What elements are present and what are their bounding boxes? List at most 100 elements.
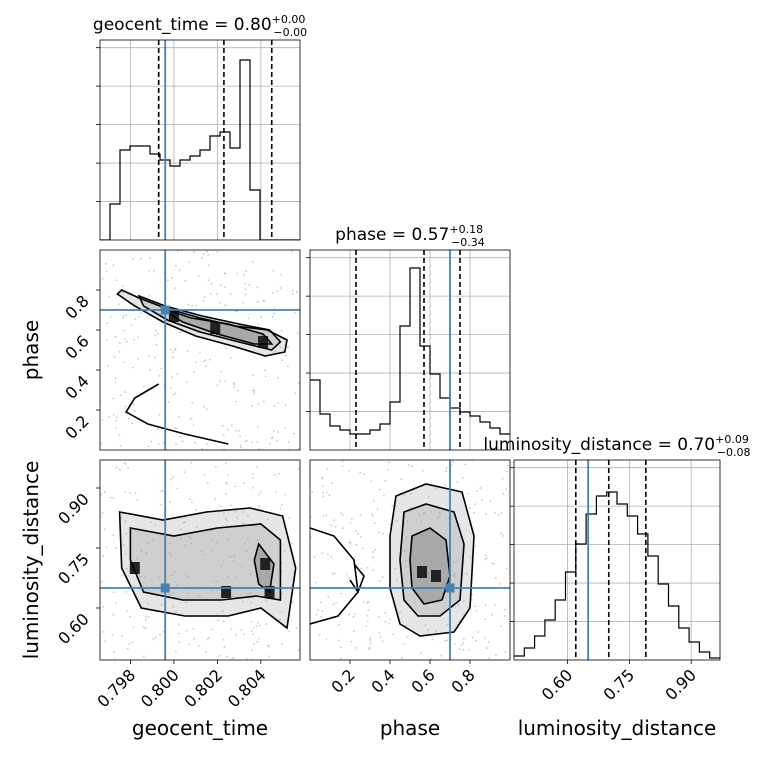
- sample-point: [366, 614, 368, 617]
- sample-point: [494, 577, 497, 579]
- sample-point: [125, 591, 128, 593]
- sample-point: [436, 516, 439, 519]
- y-tick-label: 0.6: [61, 331, 92, 362]
- sample-point: [410, 506, 413, 509]
- sample-point: [421, 470, 424, 472]
- axes-frame: [309, 249, 511, 451]
- sample-point: [280, 273, 283, 276]
- sample-point: [280, 570, 283, 573]
- sample-point: [219, 284, 222, 287]
- sample-point: [239, 444, 242, 447]
- sample-point: [470, 599, 473, 601]
- sample-point: [242, 482, 245, 484]
- sample-point: [359, 514, 362, 516]
- sample-point: [439, 515, 441, 517]
- sample-point: [119, 468, 121, 471]
- sample-point: [321, 491, 324, 494]
- sample-point: [292, 289, 294, 292]
- sample-point: [224, 517, 227, 520]
- sample-point: [197, 274, 200, 277]
- sample-point: [108, 416, 110, 419]
- sample-point: [118, 341, 121, 344]
- sample-point: [222, 620, 225, 623]
- sample-point: [240, 565, 243, 567]
- sample-point: [173, 393, 175, 396]
- panel-2d-phase-luminosity_distance: [309, 459, 511, 661]
- sample-point: [202, 360, 205, 363]
- sample-point: [334, 525, 337, 528]
- sample-point: [233, 560, 235, 562]
- sample-point: [378, 488, 381, 491]
- sample-point: [233, 383, 236, 386]
- sample-point: [321, 610, 324, 612]
- sample-point: [295, 290, 298, 293]
- sample-point: [267, 518, 269, 521]
- sample-point: [414, 601, 416, 604]
- sample-point: [505, 488, 508, 491]
- sample-point: [293, 432, 295, 435]
- sample-point: [124, 338, 127, 340]
- y-axis-label-luminosity_distance: luminosity_distance: [19, 461, 43, 660]
- sample-point: [152, 538, 155, 541]
- sample-point: [427, 551, 430, 554]
- sample-point: [391, 504, 394, 507]
- sample-point: [124, 391, 126, 393]
- sample-point: [457, 605, 460, 607]
- sample-point: [203, 296, 206, 298]
- sample-point: [484, 604, 487, 606]
- axes-frame: [309, 459, 511, 661]
- sample-point: [206, 638, 209, 641]
- sample-point: [252, 627, 255, 629]
- truth-point: [160, 583, 170, 593]
- sample-point: [184, 280, 187, 282]
- sample-point: [424, 624, 427, 627]
- sample-point: [171, 476, 174, 479]
- sample-point: [381, 640, 384, 643]
- sample-point: [230, 424, 233, 426]
- sample-point: [244, 440, 247, 443]
- sample-point: [140, 312, 142, 314]
- sample-point: [484, 558, 486, 561]
- sample-point: [340, 512, 342, 514]
- sample-point: [273, 430, 275, 432]
- sample-point: [174, 264, 177, 267]
- sample-point: [131, 641, 134, 644]
- sample-point: [216, 384, 219, 386]
- sample-point: [495, 654, 497, 656]
- sample-point: [136, 498, 139, 501]
- sample-point: [199, 595, 201, 598]
- sample-point: [102, 631, 105, 633]
- axes-frame: [99, 249, 301, 451]
- sample-point: [193, 370, 196, 373]
- sample-point: [105, 546, 108, 549]
- sample-point: [235, 272, 238, 275]
- sample-point: [103, 528, 106, 531]
- sample-point: [187, 303, 190, 306]
- sample-point: [389, 523, 392, 526]
- sample-point: [223, 560, 225, 562]
- sample-point: [227, 474, 230, 477]
- sample-point: [281, 643, 284, 646]
- sample-point: [252, 473, 255, 475]
- sample-point: [192, 424, 195, 426]
- sample-point: [388, 622, 391, 625]
- sample-point: [434, 488, 437, 490]
- sample-point: [219, 380, 221, 382]
- sample-point: [153, 356, 156, 359]
- contour-level-1: [137, 294, 282, 351]
- sample-point: [169, 542, 171, 544]
- sample-point: [362, 601, 365, 604]
- sample-point: [409, 492, 412, 495]
- sample-point: [401, 657, 404, 659]
- sample-point: [107, 365, 110, 367]
- y-tick-label: 0.60: [54, 609, 93, 648]
- sample-point: [229, 293, 232, 295]
- sample-point: [251, 260, 254, 263]
- sample-point: [256, 465, 259, 468]
- sample-point: [256, 300, 259, 303]
- sample-point: [209, 358, 212, 361]
- sample-point: [187, 261, 190, 264]
- sample-point: [348, 470, 350, 472]
- sample-point: [126, 647, 129, 650]
- sample-point: [174, 287, 177, 290]
